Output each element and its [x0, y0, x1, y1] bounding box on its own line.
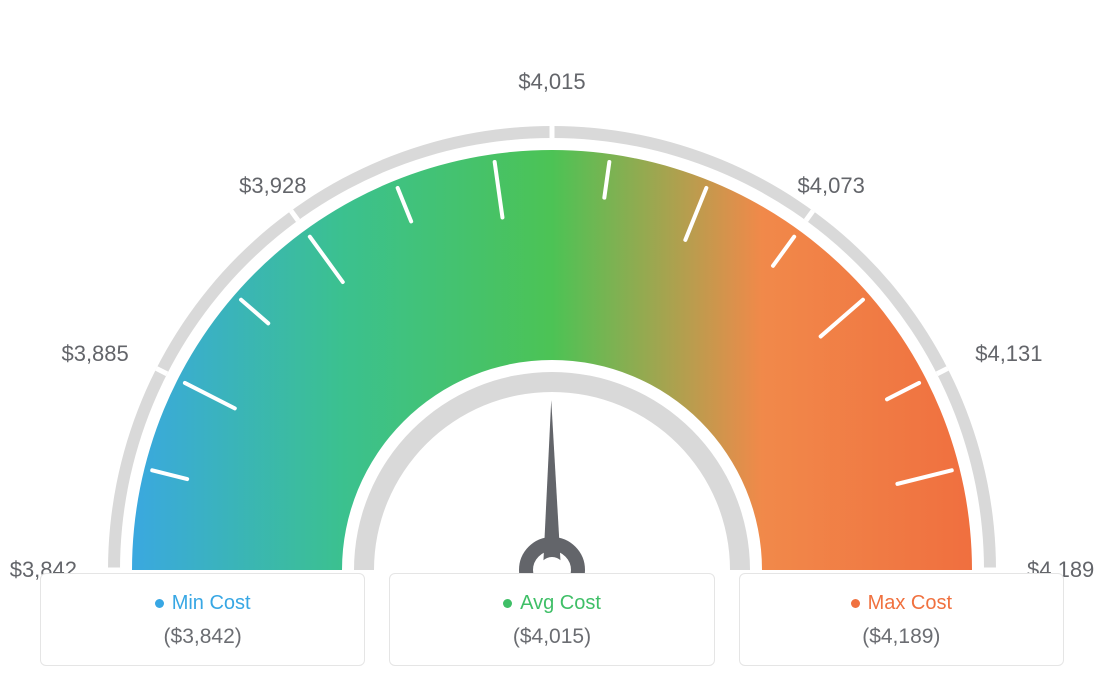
max-cost-title: Max Cost: [868, 592, 952, 615]
gauge-tick-label: $4,131: [975, 341, 1042, 367]
gauge-chart: $3,842$3,885$3,928$4,015$4,073$4,131$4,1…: [0, 0, 1104, 560]
max-cost-header: Max Cost: [752, 592, 1051, 615]
gauge-svg: [0, 60, 1104, 620]
min-cost-title: Min Cost: [172, 592, 251, 615]
gauge-tick-label: $4,015: [518, 69, 585, 95]
cost-gauge-container: $3,842$3,885$3,928$4,015$4,073$4,131$4,1…: [0, 0, 1104, 690]
gauge-tick-label: $4,073: [798, 173, 865, 199]
min-cost-card: Min Cost ($3,842): [40, 573, 365, 666]
summary-cards: Min Cost ($3,842) Avg Cost ($4,015) Max …: [40, 573, 1064, 666]
avg-cost-value: ($4,015): [402, 625, 701, 649]
max-cost-value: ($4,189): [752, 625, 1051, 649]
gauge-tick-label: $3,885: [61, 341, 128, 367]
min-cost-dot: [155, 599, 164, 608]
max-cost-dot: [851, 599, 860, 608]
avg-cost-title: Avg Cost: [520, 592, 601, 615]
avg-cost-card: Avg Cost ($4,015): [389, 573, 714, 666]
min-cost-value: ($3,842): [53, 625, 352, 649]
avg-cost-header: Avg Cost: [402, 592, 701, 615]
max-cost-card: Max Cost ($4,189): [739, 573, 1064, 666]
avg-cost-dot: [503, 599, 512, 608]
gauge-tick-label: $3,928: [239, 173, 306, 199]
min-cost-header: Min Cost: [53, 592, 352, 615]
